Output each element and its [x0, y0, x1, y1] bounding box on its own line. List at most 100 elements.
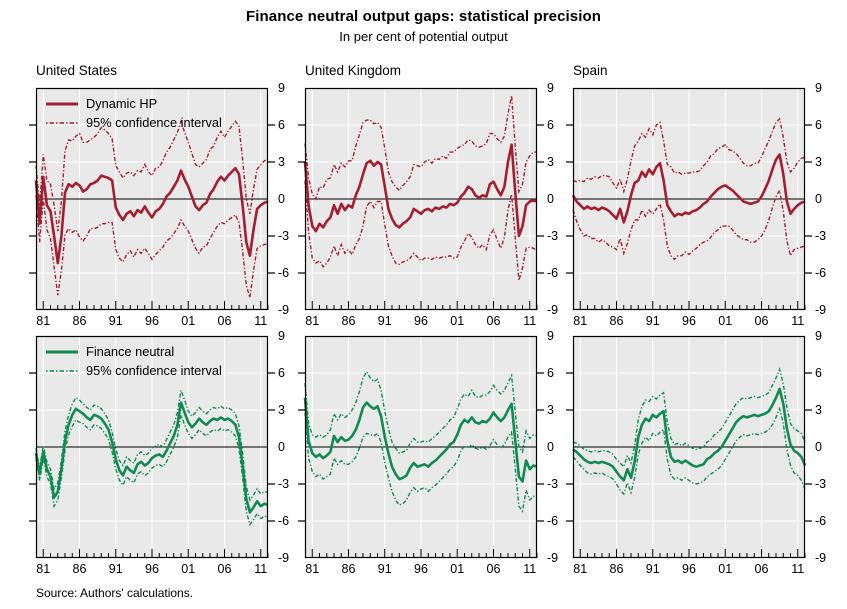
axis-ticks: [29, 124, 275, 310]
y-axis-label: 0: [278, 192, 285, 206]
y-axis-label: -3: [278, 477, 289, 491]
legend-dynamic-hp: Dynamic HP 95% confidence interval: [46, 96, 222, 134]
y-axis-label: -9: [278, 551, 289, 565]
y-axis-label: -9: [547, 303, 558, 317]
x-axis-label: 86: [342, 314, 356, 328]
series-mean-spain-finance-neutral: [572, 387, 807, 482]
x-axis-label: 11: [791, 562, 804, 576]
x-axis-label: 91: [378, 314, 392, 328]
y-axis-label: 9: [547, 81, 554, 95]
y-axis-label: -9: [547, 551, 558, 565]
y-axis-label: -9: [278, 303, 289, 317]
y-axis-label: 3: [547, 155, 554, 169]
series-ci-upper-united-kingdom-finance-neutral: [304, 370, 538, 455]
legend-label: Dynamic HP: [86, 96, 158, 111]
y-axis-label: 6: [278, 366, 285, 380]
legend-solid-line-swatch: [46, 350, 78, 353]
x-axis-label: 01: [718, 314, 732, 328]
y-axis-label: -6: [278, 514, 289, 528]
x-axis-label: 01: [181, 562, 195, 576]
x-axis-label: 01: [450, 314, 464, 328]
chart-panel-spain-dynamic-hp: 9 6 3 0 -3 -6 -9 81 86 91 96 01 06 11: [566, 81, 826, 328]
y-axis-label: 6: [547, 366, 554, 380]
legend-dashed-line-swatch: [46, 369, 78, 372]
y-axis-label: 6: [815, 366, 822, 380]
y-axis-label: 0: [547, 440, 554, 454]
series-ci-lower-spain-dynamic-hp: [572, 188, 806, 261]
legend-item-finance-neutral: Finance neutral: [46, 344, 222, 359]
y-axis-label: -9: [815, 303, 826, 317]
figure-title: Finance neutral output gaps: statistical…: [245, 8, 602, 25]
series-ci-upper-spain-dynamic-hp: [572, 117, 806, 195]
x-axis-label: 01: [450, 562, 464, 576]
axis-ticks: [566, 124, 812, 310]
x-axis-label: 06: [755, 314, 769, 328]
x-axis-label: 06: [755, 562, 769, 576]
series-mean-united-states-finance-neutral: [34, 401, 269, 514]
axis-ticks: [298, 124, 544, 310]
y-axis-label: 9: [815, 81, 822, 95]
x-axis-label: 91: [378, 562, 392, 576]
y-axis-label: 6: [547, 118, 554, 132]
y-axis-label: 3: [547, 403, 554, 417]
y-axis-label: 3: [278, 155, 285, 169]
x-axis-label: 06: [218, 562, 232, 576]
y-axis-label: 0: [547, 192, 554, 206]
series-ci-lower-united-states-dynamic-hp: [35, 195, 269, 298]
x-axis-label: 06: [487, 562, 501, 576]
axis-ticks: [29, 372, 275, 558]
legend-dashed-line-swatch: [46, 121, 78, 124]
legend-finance-neutral: Finance neutral 95% confidence interval: [46, 344, 222, 382]
y-axis-label: -6: [547, 514, 558, 528]
legend-label: 95% confidence interval: [86, 115, 222, 130]
x-axis-label: 81: [36, 562, 50, 576]
x-axis-label: 81: [36, 314, 50, 328]
series-ci-lower-united-states-finance-neutral: [35, 412, 269, 527]
x-axis-label: 91: [646, 314, 660, 328]
series-ci-upper-spain-finance-neutral: [572, 367, 806, 469]
x-axis-label: 81: [573, 314, 587, 328]
x-axis-label: 96: [145, 314, 159, 328]
x-axis-label: 01: [718, 562, 732, 576]
chart-panel-united-kingdom-finance-neutral: 9 6 3 0 -3 -6 -9 81 86 91 96 01 06 11: [298, 329, 558, 576]
y-axis-label: -3: [815, 477, 826, 491]
x-axis-label: 96: [682, 562, 696, 576]
y-axis-label: -3: [547, 477, 558, 491]
y-axis-label: -6: [815, 266, 826, 280]
legend-label: Finance neutral: [86, 344, 175, 359]
column-header-united-kingdom: United Kingdom: [305, 63, 402, 78]
x-axis-label: 81: [573, 562, 587, 576]
x-axis-label: 91: [109, 562, 123, 576]
series-mean-united-kingdom-finance-neutral: [303, 397, 538, 483]
y-axis-label: -6: [815, 514, 826, 528]
series-mean-united-states-dynamic-hp: [34, 166, 269, 265]
source-note: Source: Authors' calculations.: [36, 586, 194, 600]
series-ci-lower-spain-finance-neutral: [572, 406, 806, 496]
y-axis-label: 6: [815, 118, 822, 132]
column-header-united-states: United States: [36, 63, 118, 78]
x-axis-label: 06: [487, 314, 501, 328]
axis-ticks: [298, 372, 544, 558]
y-axis-label: 3: [278, 403, 285, 417]
x-axis-label: 91: [109, 314, 123, 328]
x-axis-label: 91: [646, 562, 660, 576]
x-axis-label: 96: [414, 314, 428, 328]
series-ci-upper-united-kingdom-dynamic-hp: [304, 95, 537, 201]
y-axis-label: 3: [815, 155, 822, 169]
series-mean-spain-dynamic-hp: [571, 153, 806, 224]
chart-panel-spain-finance-neutral: 9 6 3 0 -3 -6 -9 81 86 91 96 01 06 11: [566, 329, 826, 576]
legend-item-95-confidence-interval: 95% confidence interval: [46, 363, 222, 378]
x-axis-label: 86: [610, 314, 624, 328]
y-axis-label: 0: [278, 440, 285, 454]
y-axis-label: 3: [815, 403, 822, 417]
x-axis-label: 86: [73, 314, 87, 328]
